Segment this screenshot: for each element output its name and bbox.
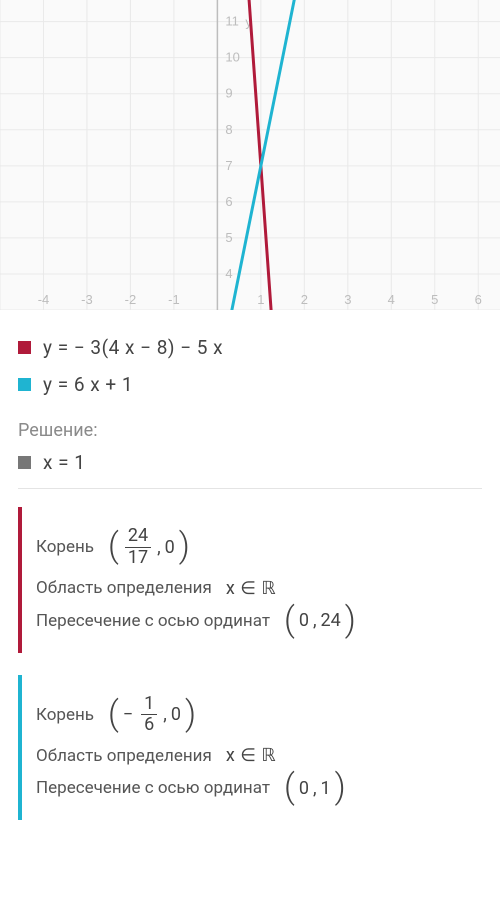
red-domain-label: Область определения — [36, 578, 212, 598]
red-yint-value: ( 0 , 24 ) — [284, 609, 356, 633]
red-yint-row: Пересечение с осью ординат ( 0 , 24 ) — [36, 609, 482, 633]
svg-text:2: 2 — [301, 292, 308, 307]
paren-open-icon: ( — [108, 535, 119, 559]
cyan-domain-row: Область определения x ∈ ℝ — [36, 745, 482, 766]
red-root-den: 17 — [125, 547, 151, 568]
legend-cyan: y = 6 x + 1 — [18, 373, 482, 396]
cyan-root-second: 0 — [171, 704, 181, 725]
red-root-num: 24 — [125, 527, 151, 547]
cyan-root-num: 1 — [141, 695, 157, 715]
cyan-yint-second: 1 — [321, 778, 331, 799]
svg-text:10: 10 — [225, 50, 239, 65]
red-yint-label: Пересечение с осью ординат — [36, 611, 270, 631]
svg-text:3: 3 — [344, 292, 351, 307]
red-yint-second: 24 — [321, 610, 341, 631]
comma: , — [163, 704, 167, 725]
svg-text:5: 5 — [225, 230, 232, 245]
chart-svg: -4-3-2-11234564567891011y — [0, 0, 500, 310]
paren-close-icon: ) — [345, 609, 356, 633]
content-panel: y = − 3(4 x − 8) − 5 x y = 6 x + 1 Решен… — [0, 310, 500, 862]
cyan-root-den: 6 — [141, 714, 157, 735]
red-root-value: ( 24 17 , 0 ) — [108, 527, 190, 568]
svg-text:11: 11 — [225, 14, 239, 29]
paren-close-icon: ) — [335, 776, 346, 800]
cyan-root-value: ( − 1 6 , 0 ) — [108, 695, 196, 736]
red-yint-first: 0 — [299, 610, 309, 631]
cyan-root-prefix: − — [123, 704, 133, 725]
svg-text:1: 1 — [257, 292, 264, 307]
cyan-domain-value: x ∈ ℝ — [226, 745, 276, 766]
cyan-yint-first: 0 — [299, 778, 309, 799]
block-cyan: Корень ( − 1 6 , 0 ) Область определения… — [18, 675, 482, 821]
comma: , — [313, 610, 317, 631]
cyan-yint-label: Пересечение с осью ординат — [36, 778, 270, 798]
swatch-cyan — [18, 378, 31, 391]
svg-text:-1: -1 — [168, 292, 180, 307]
svg-text:8: 8 — [225, 122, 232, 137]
svg-text:6: 6 — [475, 292, 482, 307]
block-red: Корень ( 24 17 , 0 ) Область определения… — [18, 507, 482, 653]
cyan-domain-label: Область определения — [36, 746, 212, 766]
cyan-root-fraction: 1 6 — [141, 695, 157, 736]
svg-text:4: 4 — [388, 292, 395, 307]
paren-open-icon: ( — [284, 776, 295, 800]
cyan-root-row: Корень ( − 1 6 , 0 ) — [36, 695, 482, 736]
svg-text:-2: -2 — [125, 292, 137, 307]
paren-close-icon: ) — [179, 535, 190, 559]
comma: , — [313, 778, 317, 799]
svg-text:9: 9 — [225, 86, 232, 101]
red-domain-value: x ∈ ℝ — [226, 578, 276, 599]
paren-open-icon: ( — [108, 703, 119, 727]
cyan-yint-value: ( 0 , 1 ) — [284, 776, 346, 800]
svg-text:-4: -4 — [38, 292, 50, 307]
svg-text:7: 7 — [225, 158, 232, 173]
chart-area: -4-3-2-11234564567891011y — [0, 0, 500, 310]
swatch-solution — [18, 456, 31, 469]
cyan-yint-row: Пересечение с осью ординат ( 0 , 1 ) — [36, 776, 482, 800]
solution-heading: Решение: — [18, 420, 482, 441]
legend-red: y = − 3(4 x − 8) − 5 x — [18, 336, 482, 359]
paren-close-icon: ) — [185, 703, 196, 727]
solution-value: x = 1 — [43, 451, 85, 474]
solution-row: x = 1 — [18, 451, 482, 474]
red-root-label: Корень — [36, 537, 94, 557]
paren-open-icon: ( — [284, 609, 295, 633]
legend-red-label: y = − 3(4 x − 8) − 5 x — [43, 336, 223, 359]
red-domain-row: Область определения x ∈ ℝ — [36, 578, 482, 599]
red-root-row: Корень ( 24 17 , 0 ) — [36, 527, 482, 568]
divider — [18, 488, 482, 489]
svg-text:4: 4 — [225, 266, 232, 281]
comma: , — [157, 537, 161, 558]
swatch-red — [18, 341, 31, 354]
red-root-second: 0 — [165, 537, 175, 558]
red-root-fraction: 24 17 — [125, 527, 151, 568]
cyan-root-label: Корень — [36, 705, 94, 725]
svg-text:5: 5 — [431, 292, 438, 307]
svg-text:-3: -3 — [81, 292, 93, 307]
legend-cyan-label: y = 6 x + 1 — [43, 373, 133, 396]
svg-text:6: 6 — [225, 194, 232, 209]
